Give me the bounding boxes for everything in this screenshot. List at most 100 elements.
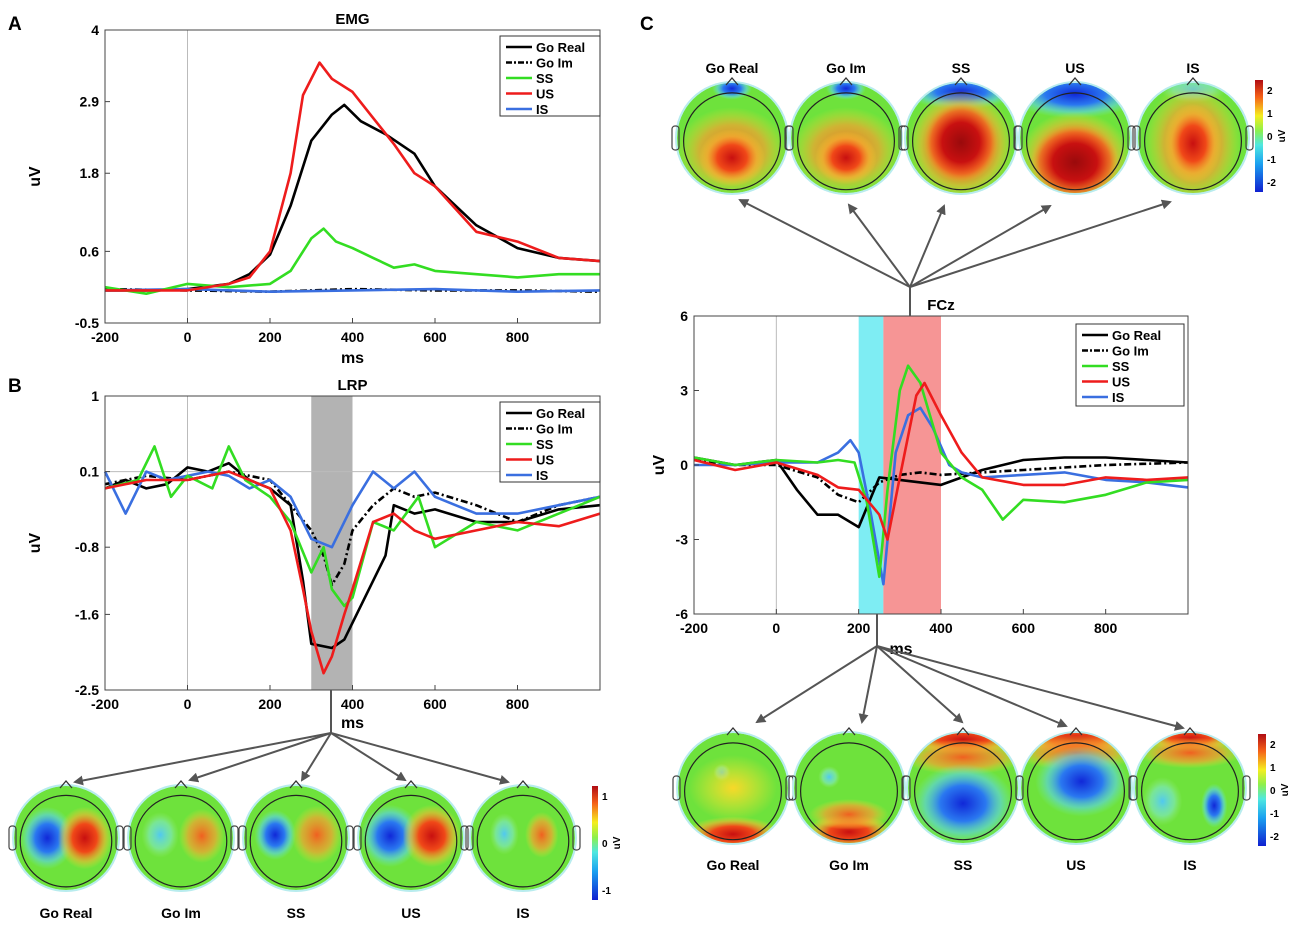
activity-blob [20,806,75,870]
series-line-ss [693,364,1189,579]
activity-blob [1137,737,1243,769]
scalp-outline [1140,742,1239,841]
right-ear-icon [1242,775,1251,801]
activity-blob [361,804,420,868]
nose-icon [1186,77,1200,86]
nose-icon [1183,727,1197,736]
right-ear-icon [230,825,239,851]
legend-label: Go Im [536,56,573,71]
fcz-bottom-topomap-row: Go Real Go Im SS US IS 2 1 0 -1 -2 uV [672,727,1291,873]
topomap-head [353,780,469,892]
topomap-label: Go Real [40,905,93,921]
scalp-field [1135,733,1245,843]
activity-blob [712,83,752,100]
x-tick-label: -200 [91,329,119,345]
colorbar [1255,80,1263,192]
colorbar-unit-label: uV [1277,129,1288,142]
right-ear-icon [115,825,124,851]
fcz-top-topomap-row: Go Real Go Im SS US IS 2 1 0 -1 -2 uV [671,60,1288,195]
scalp-outline [913,742,1012,841]
activity-blob [699,129,765,187]
legend-label: US [1112,375,1130,390]
arrow [300,732,332,782]
arrow [858,645,878,724]
activity-blob [684,816,782,843]
arrow [876,645,1185,731]
arrow [330,732,407,782]
y-axis-label: uV [651,454,668,475]
activity-blob [923,102,999,182]
scalp-outline [1143,92,1242,191]
chart-title: LRP [338,377,368,394]
y-tick-label: -3 [676,532,689,548]
activity-blob [1031,124,1119,193]
activity-blob [291,805,342,864]
legend-label: Go Real [1112,328,1161,343]
series-line-us [104,470,601,675]
legend-label: US [536,453,554,468]
scalp-outline [683,742,782,841]
x-tick-label: 800 [1094,620,1118,636]
nose-icon [289,780,303,789]
y-tick-label: 0 [680,457,688,473]
legend-label: IS [536,102,549,117]
scalp-field [908,733,1018,843]
topomap-label: US [1065,60,1084,76]
arrow [876,645,964,724]
scalp-outline [249,794,343,888]
series-line-us [105,61,601,292]
panel-letter-c: C [640,14,654,35]
topomap-head [672,727,794,845]
activity-blob [141,812,179,858]
nose-icon [1069,727,1083,736]
panel-letter-a: A [8,14,22,35]
scalp-field [129,786,233,890]
topomap-label: Go Im [161,905,201,921]
x-tick-label: 0 [772,620,780,636]
activity-blob [908,739,1018,775]
legend-label: SS [536,71,554,86]
legend-label: Go Im [1112,344,1149,359]
x-tick-label: 800 [506,696,530,712]
series-line-us [693,381,1189,541]
nose-icon [839,77,853,86]
x-tick-label: 0 [184,329,192,345]
left-ear-icon [671,125,680,151]
left-ear-icon [8,825,17,851]
y-tick-label: 1.8 [80,165,100,181]
legend-label: Go Real [536,40,585,55]
topomap-head [465,780,581,892]
activity-blob [815,131,877,185]
topomap-head [1015,727,1137,845]
scalp-field [1021,733,1131,843]
x-tick-label: -200 [680,620,708,636]
colorbar [1258,734,1266,846]
colorbar-tick-label: -1 [602,886,611,897]
scalp-outline [1026,742,1125,841]
activity-blob [1164,103,1222,184]
legend-label: Go Im [536,422,573,437]
nose-icon [59,780,73,789]
emg-chart: -200 0 200 400 600 800 -0.5 0.6 1.8 2.9 4 EMG ms uV Go… [27,11,601,367]
x-tick-label: 200 [258,329,282,345]
colorbar-tick-label: 2 [1270,740,1276,751]
left-ear-icon [238,825,247,851]
right-ear-icon [460,825,469,851]
arrow [188,732,332,783]
legend-box [499,35,601,117]
y-tick-label: -2.5 [75,682,99,698]
arrows [73,199,1185,786]
activity-blob [1142,777,1183,826]
right-ear-icon [572,825,581,851]
topomap-label: Go Im [826,60,866,76]
y-tick-label: -6 [676,606,689,622]
shaded-window [311,396,353,690]
scalp-outline [134,794,228,888]
colorbar-unit-label: uV [612,836,623,849]
scalp-base [471,786,575,890]
nose-icon [404,780,418,789]
scalp-outline [476,794,570,888]
scalp-field [471,786,575,890]
y-tick-label: 6 [680,308,688,324]
left-ear-icon [465,825,474,851]
